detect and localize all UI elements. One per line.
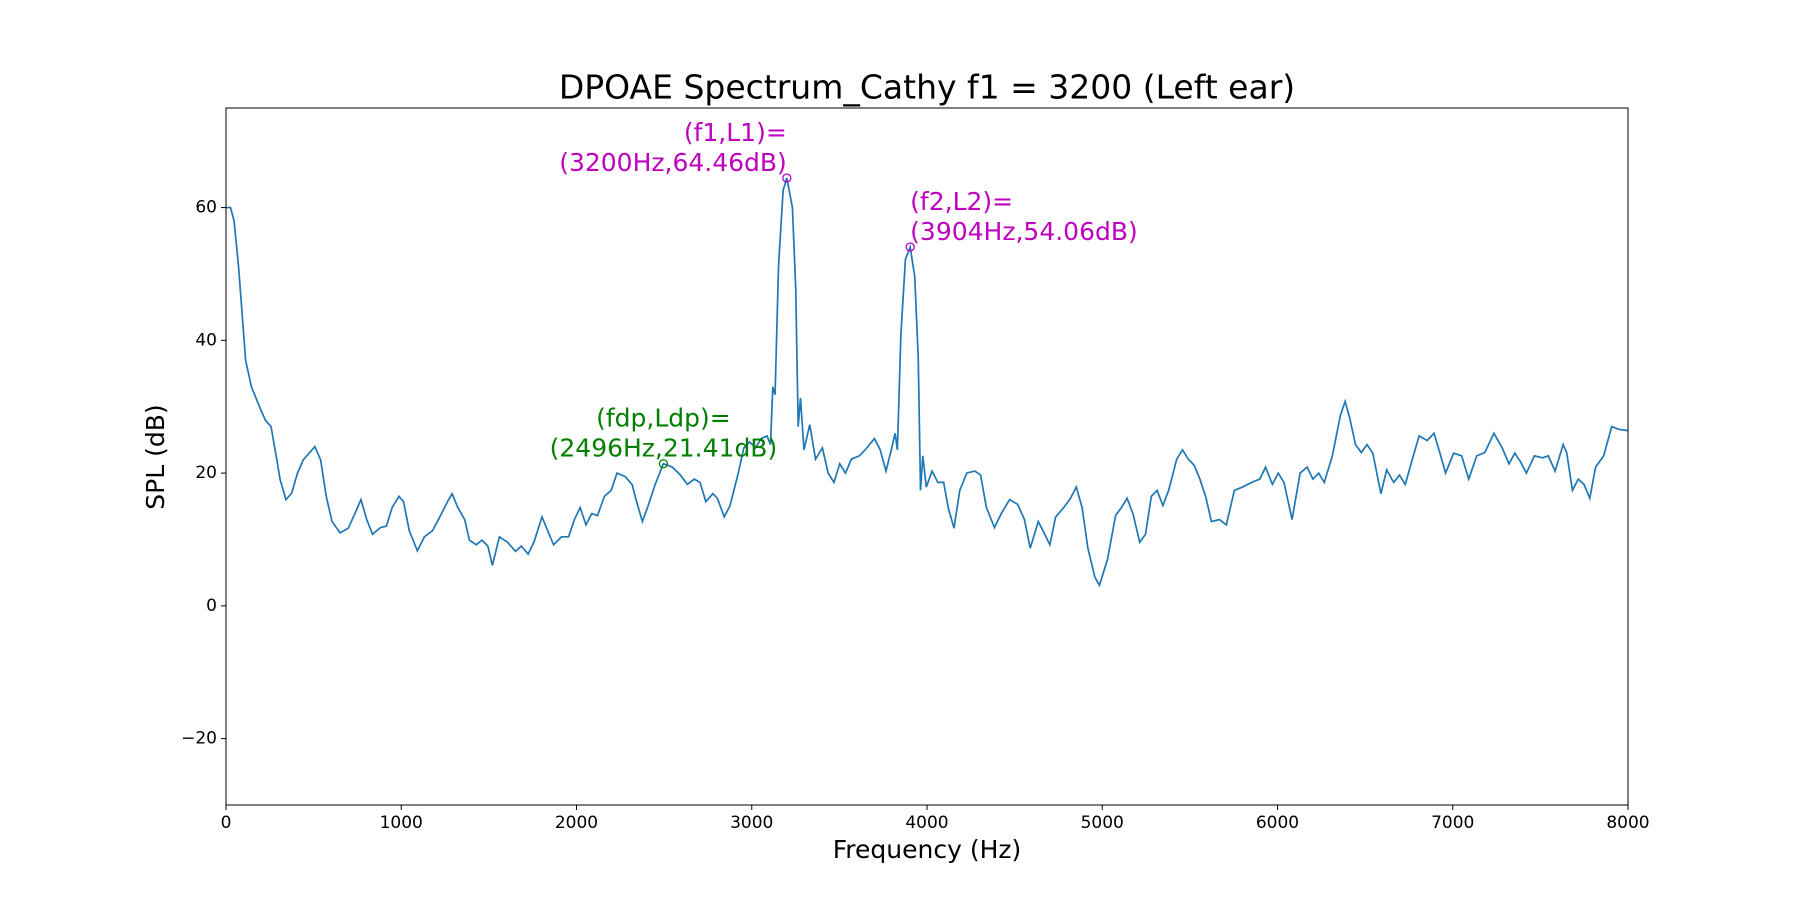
y-tick-label: 40 — [195, 330, 217, 350]
annotation-text: (f1,L1)= — [684, 118, 787, 147]
x-tick-label: 4000 — [905, 813, 948, 833]
x-tick-label: 7000 — [1431, 813, 1474, 833]
x-tick-label: 8000 — [1606, 813, 1649, 833]
y-axis-label: SPL (dB) — [141, 404, 170, 509]
x-tick-label: 6000 — [1256, 813, 1299, 833]
annotation-text: (fdp,Ldp)= — [596, 404, 731, 433]
spectrum-line — [226, 177, 1629, 588]
y-tick-label: 60 — [195, 198, 217, 218]
annotation-text: (3200Hz,64.46dB) — [559, 148, 787, 177]
x-tick-label: 3000 — [730, 813, 773, 833]
annotation-text: (f2,L2)= — [910, 187, 1013, 216]
x-tick-label: 2000 — [555, 813, 598, 833]
x-tick-label: 5000 — [1081, 813, 1124, 833]
annotation-text: (2496Hz,21.41dB) — [550, 434, 778, 463]
y-tick-label: 0 — [206, 596, 217, 616]
x-axis-label: Frequency (Hz) — [833, 835, 1022, 864]
x-tick-label: 0 — [221, 813, 232, 833]
annotation-marker — [782, 173, 792, 183]
y-tick-label: 20 — [195, 463, 217, 483]
annotation-marker — [658, 459, 669, 469]
y-tick-label: −20 — [181, 729, 217, 749]
annotation-marker — [905, 242, 915, 252]
chart-title: DPOAE Spectrum_Cathy f1 = 3200 (Left ear… — [559, 68, 1295, 107]
annotation-text: (3904Hz,54.06dB) — [910, 217, 1138, 246]
plot-frame — [225, 107, 1629, 806]
x-tick-label: 1000 — [380, 813, 423, 833]
